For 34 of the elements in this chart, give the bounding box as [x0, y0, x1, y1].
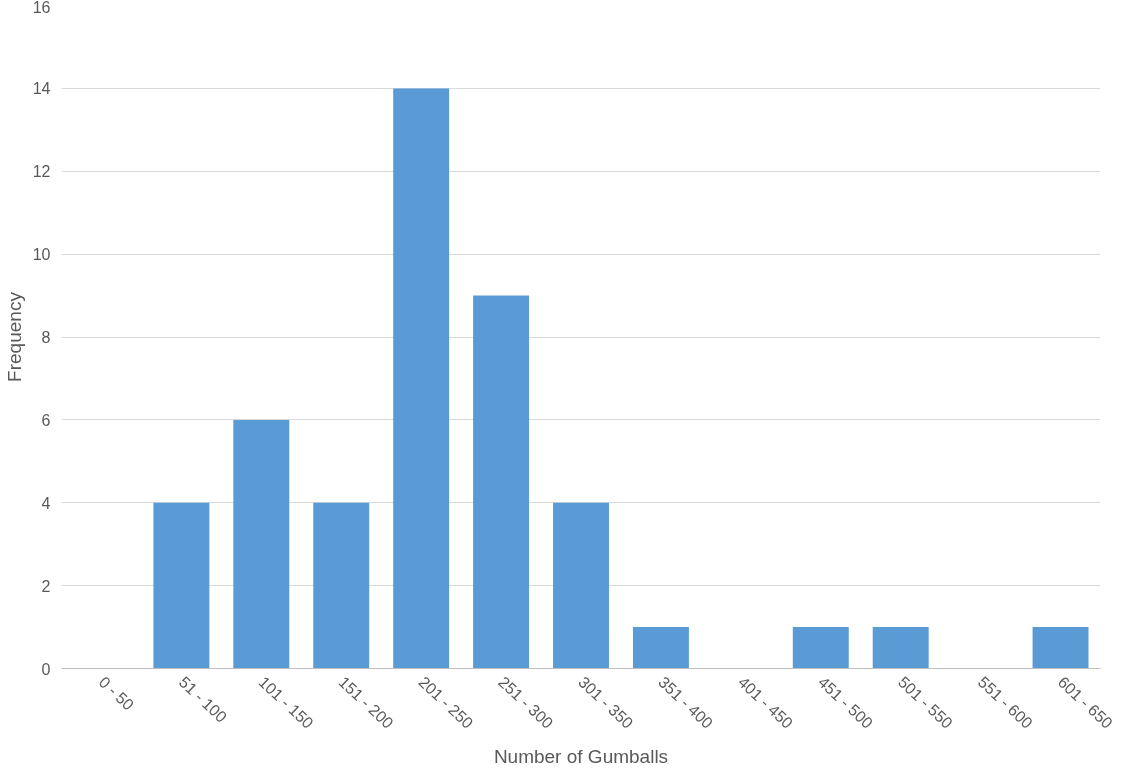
- x-tick-label: 351 - 400: [655, 673, 717, 732]
- x-tick-label: 101 - 150: [255, 673, 317, 732]
- x-tick-label: 301 - 350: [575, 673, 637, 732]
- bar: [473, 295, 530, 669]
- y-tick-label: 16: [32, 0, 51, 16]
- x-tick-label: 151 - 200: [335, 673, 397, 732]
- y-tick-label: 12: [32, 163, 51, 181]
- y-tick-label: 4: [41, 494, 51, 512]
- bar: [393, 88, 450, 669]
- y-tick-label: 8: [41, 329, 51, 346]
- y-tick-label: 10: [32, 246, 51, 264]
- bar: [792, 627, 849, 669]
- y-tick-label: 2: [41, 577, 51, 595]
- bar: [553, 502, 609, 669]
- bar: [1032, 627, 1089, 669]
- x-tick-label: 0 - 50: [95, 673, 138, 714]
- bar: [313, 502, 370, 669]
- x-tick-label: 401 - 450: [735, 673, 797, 732]
- x-tick-label: 501 - 550: [894, 673, 956, 732]
- x-tick-label: 251 - 300: [495, 673, 557, 732]
- bar: [632, 627, 689, 669]
- x-tick-label: 201 - 250: [415, 673, 477, 732]
- x-tick-label: 51 - 100: [175, 673, 231, 726]
- x-tick-label: 551 - 600: [974, 673, 1036, 732]
- x-axis-title: Number of Gumballs: [493, 746, 669, 768]
- y-tick-label: 0: [41, 660, 51, 678]
- bar: [872, 627, 929, 669]
- x-tick-label: 451 - 500: [814, 673, 877, 732]
- x-tick-label: 601 - 650: [1054, 673, 1116, 732]
- bar: [153, 502, 210, 669]
- y-axis-title: Frequency: [3, 291, 25, 382]
- bar: [233, 419, 290, 669]
- y-tick-label: 6: [41, 411, 51, 429]
- y-tick-label: 14: [32, 80, 51, 98]
